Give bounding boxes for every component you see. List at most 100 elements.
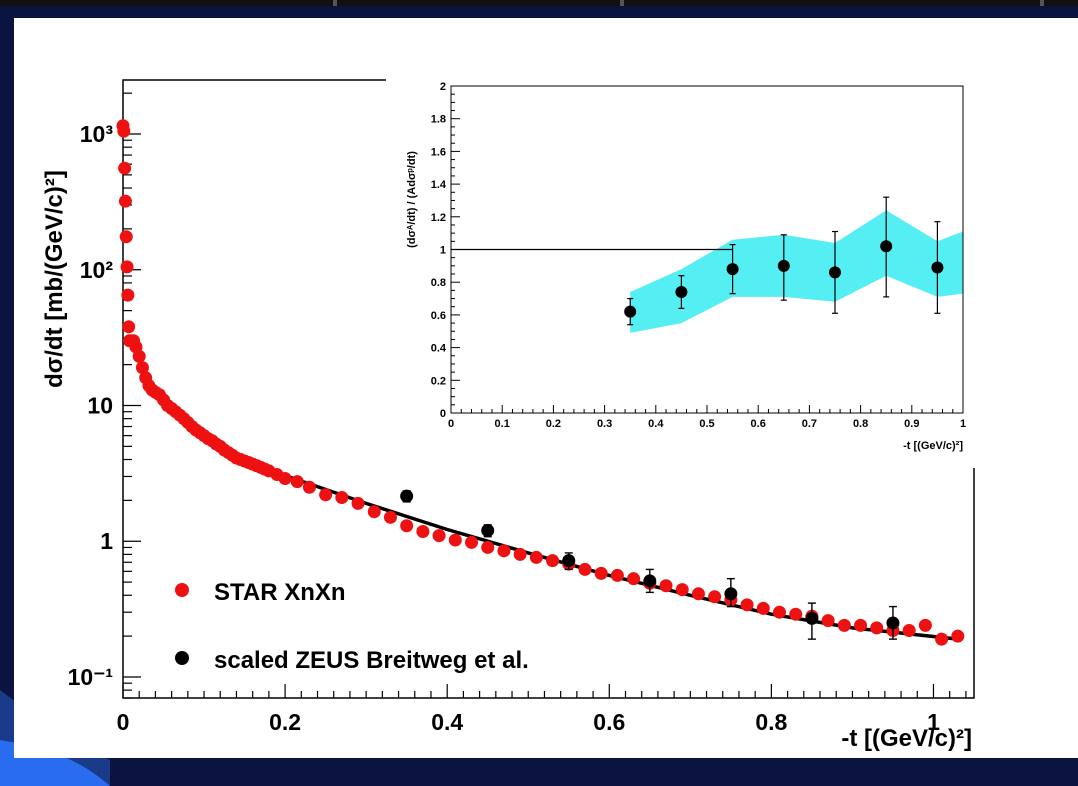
legend-marker-star bbox=[175, 583, 189, 597]
star-data-point bbox=[432, 529, 446, 543]
star-data-point bbox=[121, 288, 135, 302]
star-data-point bbox=[578, 562, 592, 576]
star-data-point bbox=[120, 260, 134, 274]
inset-y-tick-label: 1.6 bbox=[431, 146, 446, 158]
inset-y-tick-label: 0.8 bbox=[431, 277, 446, 289]
inset-x-tick-label: 1 bbox=[960, 418, 966, 430]
ratio-data-point bbox=[675, 286, 688, 299]
star-data-point bbox=[529, 550, 543, 564]
zeus-data-point bbox=[724, 587, 738, 601]
inset-x-tick-label: 0.1 bbox=[495, 418, 510, 430]
star-data-point bbox=[135, 361, 149, 375]
star-data-point bbox=[627, 572, 641, 586]
star-data-point bbox=[118, 194, 132, 208]
inset-y-tick-label: 1 bbox=[440, 245, 446, 257]
uncertainty-band bbox=[630, 210, 963, 333]
y-tick-label: 1 bbox=[100, 528, 113, 554]
x-tick-label: 0.4 bbox=[431, 709, 463, 735]
star-data-point bbox=[902, 623, 916, 637]
star-data-point bbox=[837, 618, 851, 632]
star-data-point bbox=[513, 547, 527, 561]
y-tick-label: 10³ bbox=[80, 121, 114, 147]
x-tick-label: 0 bbox=[117, 709, 130, 735]
star-data-point bbox=[416, 524, 430, 538]
x-tick-label: 0.6 bbox=[593, 709, 625, 735]
inset-y-tick-label: 2 bbox=[440, 81, 446, 93]
star-data-point bbox=[675, 583, 689, 597]
zeus-data-point bbox=[400, 489, 414, 503]
star-data-point bbox=[951, 629, 965, 643]
star-data-point bbox=[497, 544, 511, 558]
y-tick-label: 10² bbox=[80, 257, 114, 283]
star-data-point bbox=[594, 566, 608, 580]
zeus-data-point bbox=[886, 616, 900, 630]
inset-x-tick-label: 0.3 bbox=[597, 418, 612, 430]
star-data-point bbox=[118, 161, 132, 175]
ratio-data-point bbox=[829, 266, 841, 279]
star-data-point bbox=[465, 535, 479, 549]
inset-y-tick-label: 1.8 bbox=[431, 114, 446, 126]
legend-label-zeus: scaled ZEUS Breitweg et al. bbox=[214, 647, 529, 674]
star-data-point bbox=[935, 632, 949, 646]
star-data-point bbox=[302, 480, 316, 494]
y-tick-label: 10⁻¹ bbox=[68, 664, 113, 690]
y-axis-title: dσ/dt [mb/(GeV/c)²] bbox=[41, 170, 68, 388]
star-data-point bbox=[132, 349, 146, 363]
y-tick-label: 10 bbox=[87, 392, 113, 418]
zeus-data-point bbox=[562, 554, 576, 568]
inset-y-tick-label: 0.6 bbox=[431, 310, 446, 322]
ratio-data-point bbox=[931, 261, 944, 274]
inset-x-tick-label: 0.4 bbox=[648, 418, 664, 430]
x-axis-title: -t [(GeV/c)²] bbox=[841, 725, 972, 752]
star-data-point bbox=[117, 124, 131, 138]
inset-y-axis-title: (dσᴬ/dt) / (Adσᵖ/dt) bbox=[406, 151, 418, 248]
x-tick-label: 0.2 bbox=[269, 709, 301, 735]
zeus-data-point bbox=[481, 523, 495, 537]
star-data-point bbox=[335, 490, 349, 504]
x-tick-label: 1 bbox=[927, 709, 940, 735]
star-data-point bbox=[870, 621, 884, 635]
inset-x-tick-label: 0.7 bbox=[802, 418, 817, 430]
star-data-point bbox=[290, 475, 304, 489]
ratio-data-point bbox=[880, 240, 893, 253]
ratio-data-point bbox=[777, 259, 790, 272]
inset-x-tick-label: 0.9 bbox=[904, 418, 919, 430]
legend-marker-zeus bbox=[175, 651, 189, 665]
star-data-point bbox=[351, 496, 365, 510]
star-data-point bbox=[740, 598, 754, 612]
inset-y-tick-label: 0.4 bbox=[431, 343, 447, 355]
inset-x-tick-label: 0.5 bbox=[699, 418, 714, 430]
star-data-point bbox=[367, 505, 381, 519]
star-data-point bbox=[122, 320, 136, 334]
inset-y-tick-label: 0 bbox=[440, 408, 446, 420]
star-data-point bbox=[708, 590, 722, 604]
star-data-point bbox=[400, 519, 414, 533]
star-data-point bbox=[854, 618, 868, 632]
inset-x-axis-title: -t [(GeV/c)²] bbox=[903, 440, 963, 452]
ratio-data-point bbox=[726, 263, 739, 276]
star-data-point bbox=[319, 488, 333, 502]
inset-x-tick-label: 0.8 bbox=[853, 418, 868, 430]
star-data-point bbox=[821, 614, 835, 628]
star-data-point bbox=[918, 618, 932, 632]
chart-panel: 0 0.2 0.4 0.6 0.8 1 10⁻¹ 1 10 10² 10³ -t [(GeV/c)²]… bbox=[14, 18, 1078, 758]
inset-y-tick-label: 0.2 bbox=[431, 375, 446, 387]
zeus-data-point bbox=[805, 611, 819, 625]
star-data-point bbox=[481, 540, 495, 554]
star-data-point bbox=[610, 568, 624, 582]
star-data-point bbox=[546, 554, 560, 568]
inset-y-tick-label: 1.4 bbox=[431, 179, 447, 191]
star-data-point bbox=[772, 605, 786, 619]
inset-y-tick-label: 1.2 bbox=[431, 212, 446, 224]
star-data-point bbox=[448, 533, 462, 547]
star-data-point bbox=[756, 601, 770, 615]
star-data-point bbox=[659, 579, 673, 593]
star-data-point bbox=[789, 607, 803, 621]
inset-x-tick-label: 0.2 bbox=[546, 418, 561, 430]
inset-x-tick-label: 0.6 bbox=[751, 418, 766, 430]
ratio-data-point bbox=[624, 305, 637, 318]
legend-label-star: STAR XnXn bbox=[214, 579, 346, 606]
star-data-point bbox=[278, 471, 292, 485]
star-data-point bbox=[383, 510, 397, 524]
